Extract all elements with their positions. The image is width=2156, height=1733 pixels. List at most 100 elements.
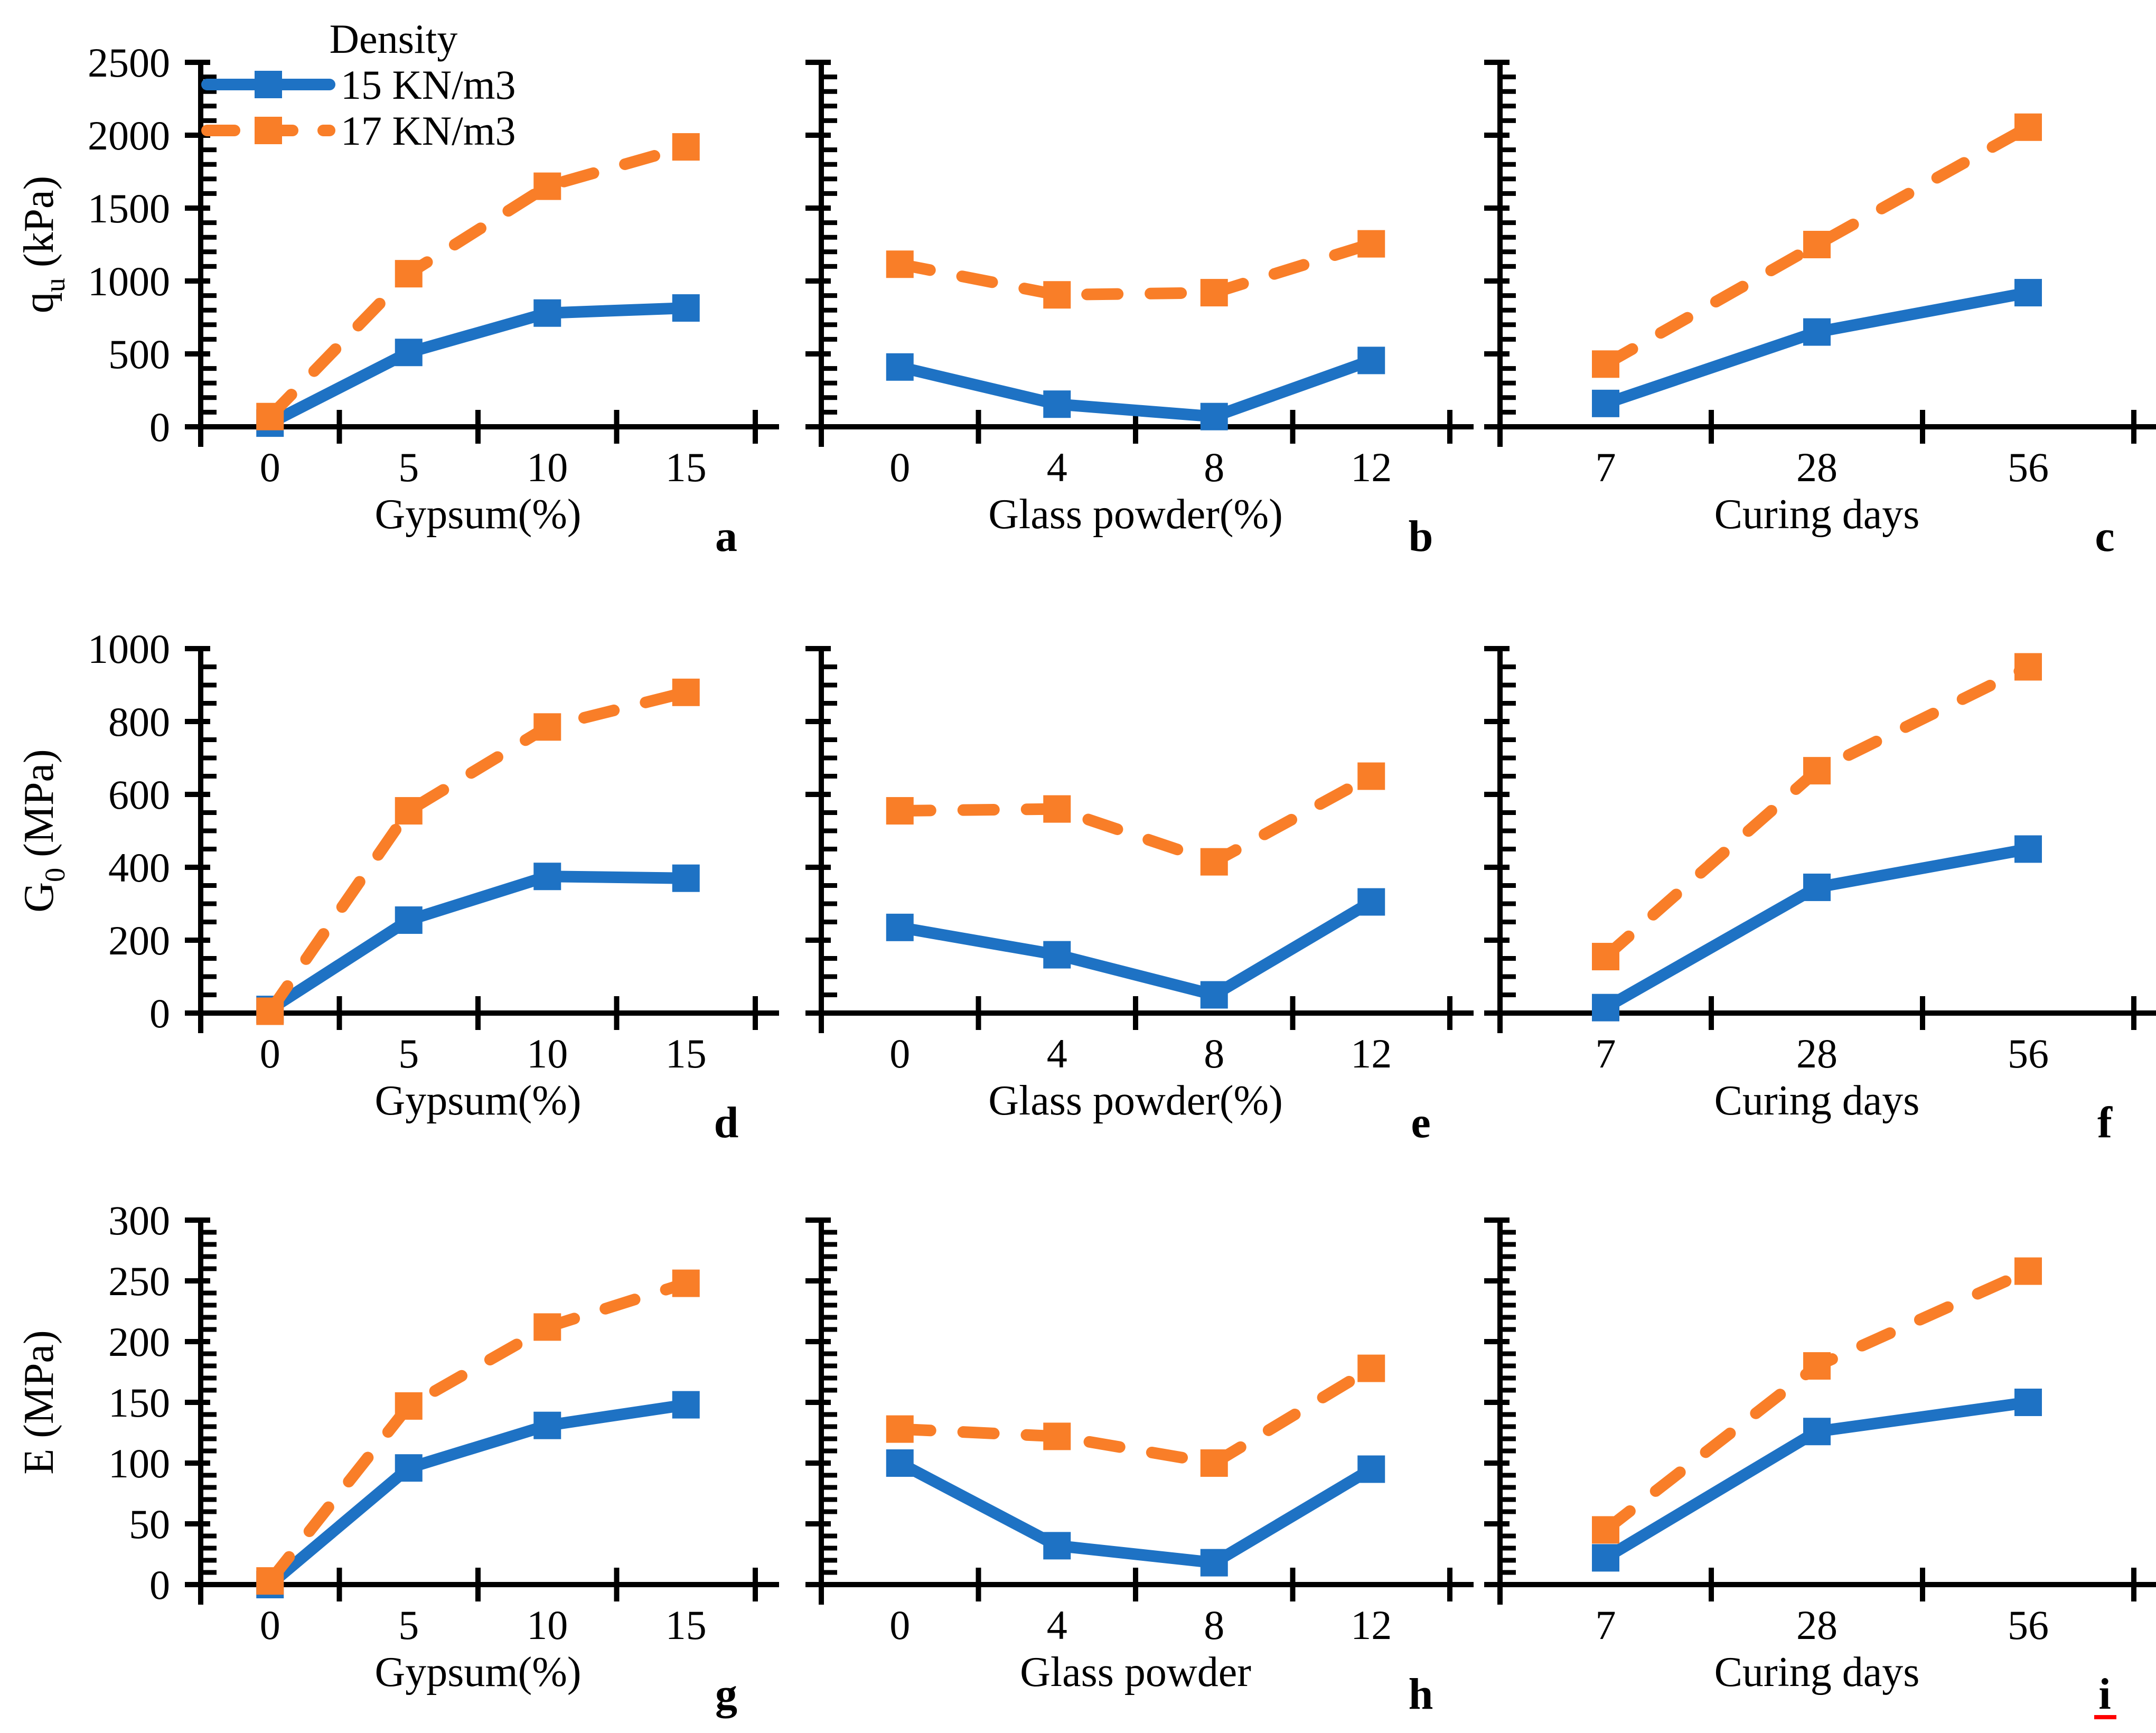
panel-letter: a [715,512,737,561]
panel-letter: i [2098,1670,2111,1719]
axes: 0 500 1000 1500 2000 2500 0 5 10 15 [88,40,779,490]
x-tick-label: 8 [1204,1031,1224,1076]
legend-entry-label: 15 KN/m3 [341,62,516,108]
series-line [264,1277,692,1587]
y-tick-label: 2000 [88,113,170,158]
data-point-marker [1592,1544,1619,1572]
y-tick-label: 300 [108,1197,170,1243]
data-point-marker [256,1567,284,1595]
data-point-marker [1357,762,1385,790]
panel-b: 0 4 8 12 Glass powder(%) b [805,60,1474,561]
panel-letter: d [714,1098,739,1147]
series-line [894,1457,1377,1569]
data-point-marker [1803,1352,1831,1380]
y-tick-label: 1000 [88,258,170,304]
series-line [264,686,692,1017]
data-point-marker [395,797,423,825]
data-point-marker [533,299,561,327]
series-17-kn-m3 [886,762,1385,876]
data-point-marker [1200,402,1228,430]
x-tick-label: 5 [398,1031,419,1076]
series-15-kn-m3 [1592,1389,2042,1572]
data-point-marker [1592,994,1619,1022]
series-line [894,238,1377,301]
series-17-kn-m3 [886,230,1385,309]
panel-g: 0 50 100 150 200 250 300 0 5 10 15 Gypsum(%) E (MPa)… [16,1197,779,1719]
series-17-kn-m3 [1592,113,2042,378]
x-tick-label: 12 [1351,1031,1392,1076]
y-axis-title: G0 (MPa) [16,749,71,912]
panel-a: 0 500 1000 1500 2000 2500 0 5 10 15 Gypsum(%) qu (k… [16,16,779,561]
series-15-kn-m3 [886,346,1385,430]
x-tick-label: 0 [889,1602,910,1648]
data-point-marker [672,678,700,706]
panel-letter: f [2097,1098,2113,1147]
data-point-marker [2014,835,2042,863]
x-tick-label: 15 [665,444,707,490]
data-point-marker [886,913,914,941]
data-point-marker [672,294,700,322]
axes: 7 28 56 [1484,1217,2156,1648]
data-point-marker [886,797,914,825]
y-tick-label: 0 [149,1562,170,1608]
data-point-marker [2014,279,2042,307]
series-15-kn-m3 [1592,835,2042,1022]
data-point-marker [1592,943,1619,971]
x-axis-title: Curing days [1714,1078,1920,1124]
y-axis-title: qu (kPa) [16,176,71,313]
series-15-kn-m3 [1592,279,2042,417]
x-tick-label: 4 [1047,1031,1067,1076]
y-tick-label: 250 [108,1258,170,1304]
y-tick-label: 400 [108,845,170,891]
panel-e: 0 4 8 12 Glass powder(%) e [805,646,1474,1147]
series-line [894,896,1377,1001]
data-point-marker [1043,795,1071,823]
data-point-marker [672,1269,700,1297]
series-15-kn-m3 [886,888,1385,1009]
data-point-marker [395,260,423,288]
y-tick-label: 150 [108,1380,170,1426]
x-tick-label: 28 [1796,1602,1838,1648]
data-point-marker [886,1415,914,1443]
y-tick-label: 600 [108,772,170,818]
data-point-marker [1043,941,1071,969]
x-tick-label: 7 [1596,1602,1616,1648]
x-axis-title: Glass powder [1020,1649,1251,1695]
legend-title: Density [330,16,458,62]
data-point-marker [1803,318,1831,346]
data-point-marker [533,1313,561,1341]
data-point-marker [886,353,914,381]
data-point-marker [533,713,561,741]
panel-letter: g [715,1670,737,1719]
x-tick-label: 0 [260,444,280,490]
y-axis-title: E (MPa) [16,1330,62,1474]
data-point-marker [395,1392,423,1420]
data-point-marker [256,997,284,1025]
data-point-marker [1592,350,1619,378]
data-point-marker [533,863,561,891]
x-tick-label: 10 [527,1031,568,1076]
data-point-marker [1043,1532,1071,1560]
data-point-marker [1043,1422,1071,1450]
series-line [264,302,692,429]
data-point-marker [395,339,423,367]
data-point-marker [1357,346,1385,374]
x-tick-label: 12 [1351,444,1392,490]
x-tick-label: 12 [1351,1602,1392,1648]
x-tick-label: 0 [260,1602,280,1648]
y-tick-label: 800 [108,699,170,745]
panel-letter: h [1409,1670,1433,1719]
data-point-marker [256,402,284,430]
data-point-marker [886,250,914,278]
data-point-marker [1803,231,1831,258]
series-line [1600,121,2034,370]
x-tick-label: 7 [1596,444,1616,490]
axes: 0 200 400 600 800 1000 0 5 10 15 [88,626,779,1076]
x-tick-label: 56 [2008,1602,2049,1648]
data-point-marker [1803,757,1831,785]
data-point-marker [1357,230,1385,258]
x-tick-label: 7 [1596,1031,1616,1076]
x-tick-label: 4 [1047,1602,1067,1648]
series-17-kn-m3 [886,1354,1385,1477]
